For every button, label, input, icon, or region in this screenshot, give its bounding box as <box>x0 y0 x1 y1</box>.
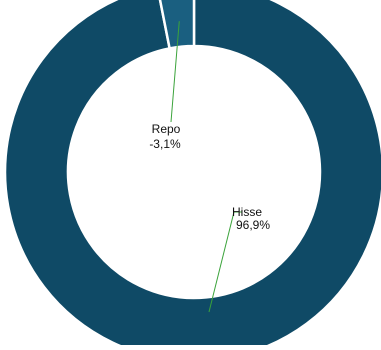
data-label-repo-name: Repo <box>152 122 181 136</box>
data-label-hisse-name: Hisse <box>232 205 262 219</box>
data-label-hisse-value: 96,9% <box>236 218 270 232</box>
donut-slice-hisse <box>5 0 381 345</box>
data-label-repo-value: -3,1% <box>149 137 181 151</box>
slices-layer <box>5 0 381 345</box>
leader-lines-layer <box>171 21 242 312</box>
